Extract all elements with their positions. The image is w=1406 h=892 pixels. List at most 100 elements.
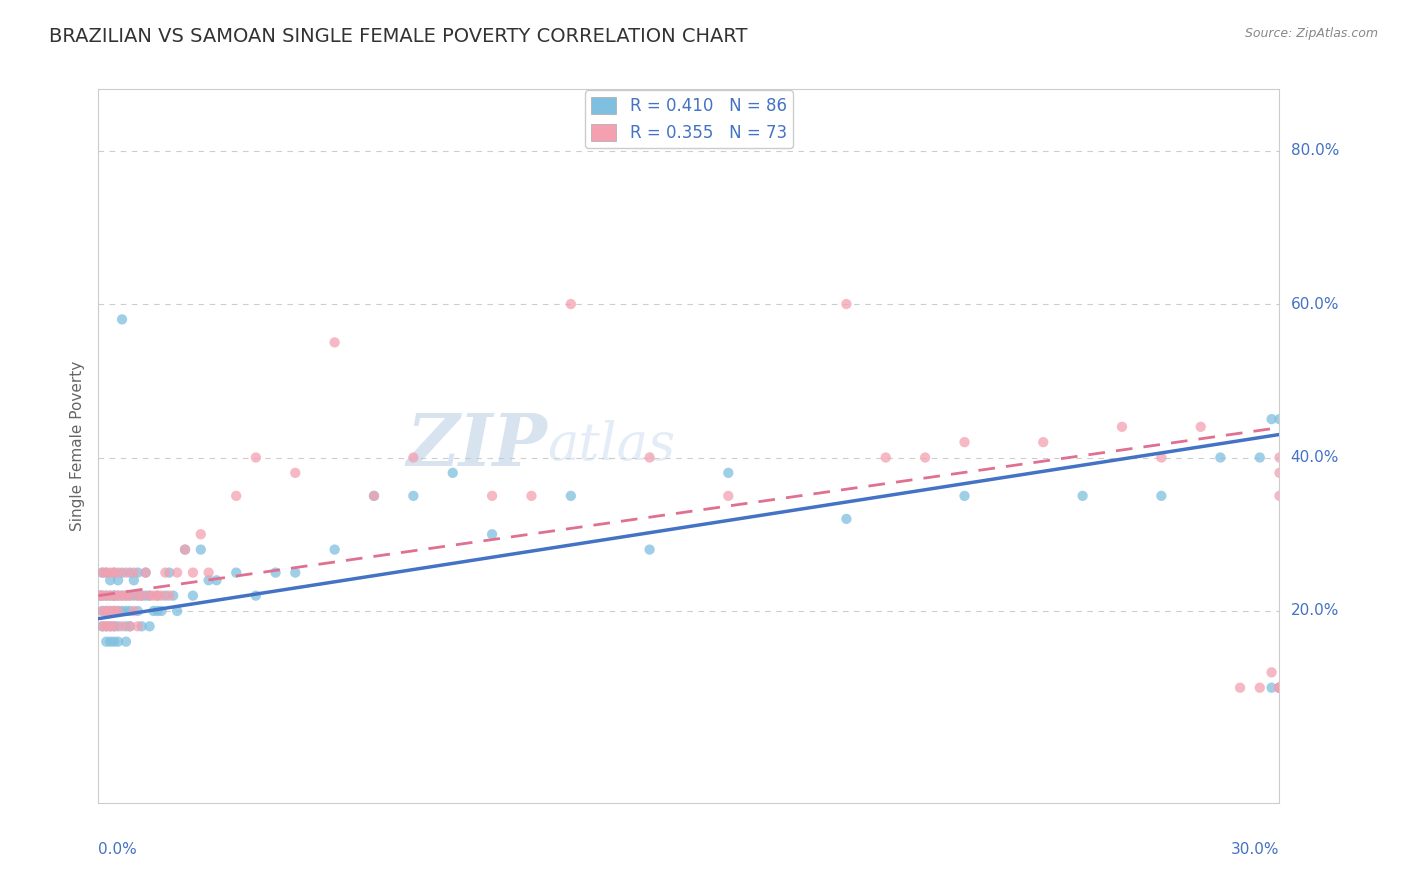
Point (638, 450, 661, 465)
Point (284, 566, 307, 580)
Point (1071, 489, 1094, 503)
Point (98, 604, 121, 618)
Point (181, 566, 204, 580)
Point (520, 489, 543, 503)
Point (98, 566, 121, 580)
Point (103, 566, 125, 580)
Point (323, 335, 346, 350)
Point (103, 566, 125, 580)
Text: 20.0%: 20.0% (1291, 604, 1339, 618)
Point (402, 489, 425, 503)
Point (142, 589, 165, 603)
Legend: R = 0.410   N = 86, R = 0.355   N = 73: R = 0.410 N = 86, R = 0.355 N = 73 (585, 90, 793, 148)
Point (118, 619, 141, 633)
Point (127, 604, 149, 618)
Point (89, 589, 111, 603)
Point (323, 542, 346, 557)
Point (111, 589, 134, 603)
Point (135, 589, 157, 603)
Point (481, 489, 503, 503)
Text: 0.0%: 0.0% (98, 842, 138, 856)
Point (118, 566, 141, 580)
Point (560, 297, 582, 311)
Point (225, 489, 247, 503)
Point (1268, 681, 1291, 695)
Point (89, 589, 111, 603)
Point (1268, 450, 1291, 465)
Point (953, 435, 976, 450)
Point (91, 619, 114, 633)
Point (103, 634, 125, 648)
Text: ZIP: ZIP (406, 410, 547, 482)
Point (1260, 681, 1282, 695)
Point (131, 619, 153, 633)
Point (835, 512, 858, 526)
Point (1032, 435, 1054, 450)
Point (264, 566, 287, 580)
Point (91, 589, 114, 603)
Point (190, 542, 212, 557)
Point (205, 574, 228, 588)
Point (122, 589, 145, 603)
Point (91, 566, 114, 580)
Point (96, 566, 118, 580)
Point (1229, 681, 1251, 695)
Point (96, 619, 118, 633)
Point (107, 574, 129, 588)
Point (1268, 466, 1291, 480)
Point (363, 489, 385, 503)
Point (146, 589, 169, 603)
Point (146, 604, 169, 618)
Point (91, 589, 114, 603)
Point (1260, 665, 1282, 680)
Point (875, 450, 897, 465)
Point (1111, 419, 1133, 434)
Point (111, 589, 134, 603)
Point (115, 634, 138, 648)
Text: Source: ZipAtlas.com: Source: ZipAtlas.com (1244, 27, 1378, 40)
Point (103, 619, 125, 633)
Point (107, 589, 129, 603)
Point (166, 566, 188, 580)
Point (96, 604, 118, 618)
Point (1260, 412, 1282, 426)
Point (166, 604, 188, 618)
Point (157, 589, 180, 603)
Point (138, 589, 160, 603)
Text: atlas: atlas (547, 420, 675, 472)
Point (135, 566, 157, 580)
Point (1268, 681, 1291, 695)
Point (115, 604, 138, 618)
Point (1268, 681, 1291, 695)
Point (115, 589, 138, 603)
Point (131, 589, 153, 603)
Point (98, 574, 121, 588)
Point (103, 589, 125, 603)
Point (1268, 681, 1291, 695)
Point (98, 619, 121, 633)
Point (107, 634, 129, 648)
Point (138, 589, 160, 603)
Point (162, 589, 184, 603)
Point (197, 566, 219, 580)
Point (96, 589, 118, 603)
Point (107, 604, 129, 618)
Point (1189, 419, 1212, 434)
Point (107, 589, 129, 603)
Point (127, 589, 149, 603)
Point (441, 466, 464, 480)
Point (284, 466, 307, 480)
Text: BRAZILIAN VS SAMOAN SINGLE FEMALE POVERTY CORRELATION CHART: BRAZILIAN VS SAMOAN SINGLE FEMALE POVERT… (49, 27, 748, 45)
Point (560, 489, 582, 503)
Text: 30.0%: 30.0% (1232, 842, 1279, 856)
Point (245, 589, 267, 603)
Point (146, 589, 169, 603)
Point (1249, 681, 1271, 695)
Point (135, 566, 157, 580)
Point (1249, 450, 1271, 465)
Point (1268, 681, 1291, 695)
Point (118, 619, 141, 633)
Point (481, 527, 503, 541)
Point (111, 312, 134, 326)
Point (115, 619, 138, 633)
